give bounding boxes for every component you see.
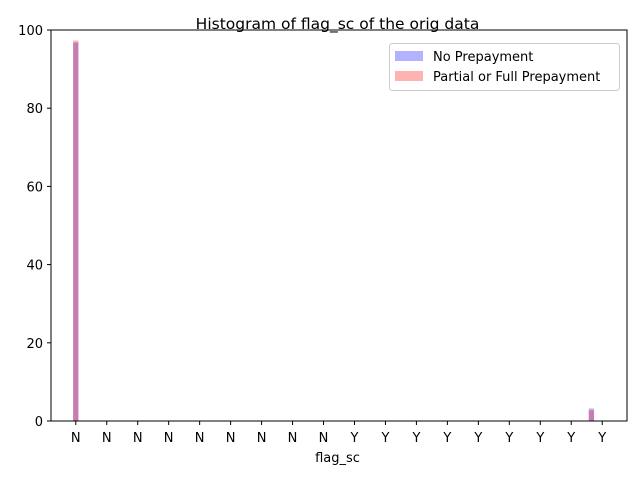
bar-series0-bin1 [588, 408, 595, 421]
x-tick-label: N [102, 431, 112, 446]
x-tick-label: Y [380, 431, 389, 446]
y-tick-label: 40 [26, 259, 43, 274]
y-tick-label: 60 [26, 180, 43, 195]
y-axis-ticks: 0 20 40 60 80 100 [18, 24, 51, 430]
legend-swatch [395, 71, 423, 81]
x-tick-label: Y [411, 431, 420, 446]
legend-label: Partial or Full Prepayment [433, 70, 600, 85]
x-tick-label: N [71, 431, 81, 446]
x-tick-label: N [288, 431, 298, 446]
x-tick-label: Y [350, 431, 359, 446]
x-tick-label: Y [442, 431, 451, 446]
legend-swatch [395, 51, 423, 61]
plot-area: N N N N N N N N N Y Y Y Y Y Y Y Y Y 0 20 40 60 80 100 [18, 24, 628, 446]
bar-series0-bin0 [73, 42, 79, 422]
legend-frame [389, 43, 620, 91]
chart-title: Histogram of flag_sc of the orig data [196, 15, 480, 34]
legend-label: No Prepayment [433, 50, 533, 65]
bars-layer [73, 40, 595, 422]
x-tick-label: Y [473, 431, 482, 446]
y-tick-label: 0 [35, 415, 43, 430]
x-tick-label: N [257, 431, 267, 446]
bar-series1-bin0 [73, 40, 79, 421]
x-tick-label: N [133, 431, 143, 446]
x-tick-label: N [319, 431, 329, 446]
x-tick-label: Y [535, 431, 544, 446]
y-tick-label: 20 [26, 337, 43, 352]
x-tick-label: Y [566, 431, 575, 446]
legend: No Prepayment Partial or Full Prepayment [389, 43, 620, 91]
x-tick-label: N [195, 431, 205, 446]
bar-series1-bin1 [588, 410, 595, 421]
x-tick-label: N [226, 431, 236, 446]
x-tick-label: Y [597, 431, 606, 446]
y-tick-label: 100 [18, 24, 43, 39]
x-axis-title: flag_sc [315, 451, 360, 466]
x-tick-label: Y [504, 431, 513, 446]
y-tick-label: 80 [26, 102, 43, 117]
x-tick-label: N [164, 431, 174, 446]
axes-frame [50, 29, 628, 422]
